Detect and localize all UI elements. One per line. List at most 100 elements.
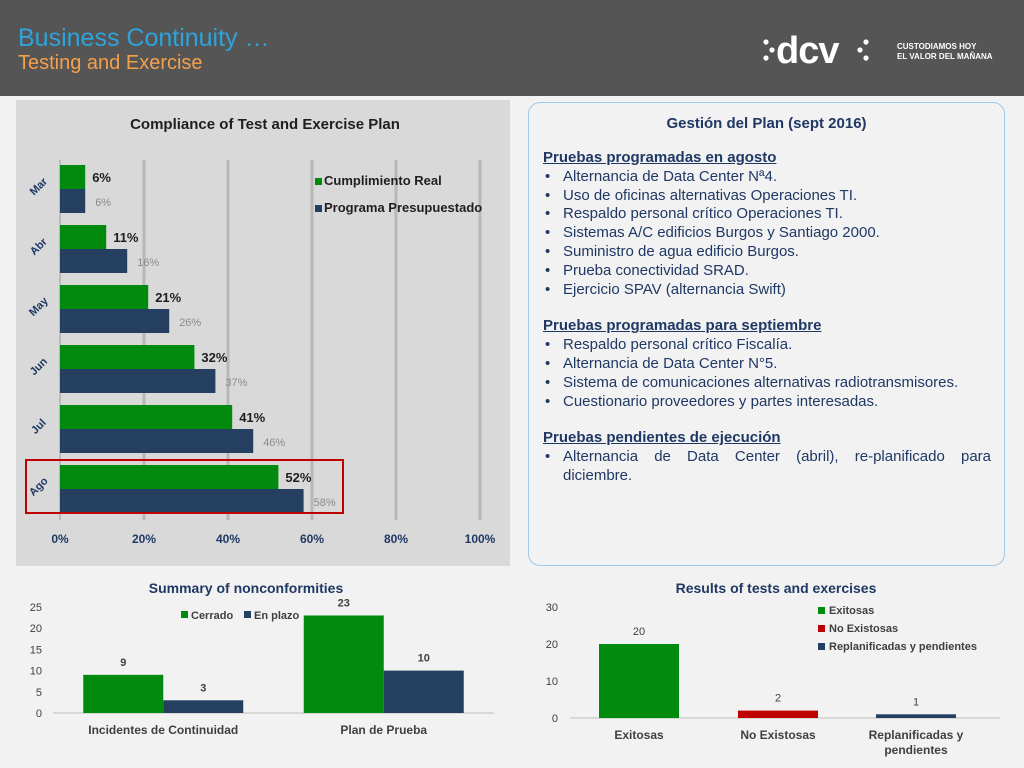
legend-label: Replanificadas y pendientes (829, 641, 977, 653)
y-tick-label: 30 (546, 602, 558, 614)
plan-bullet-item: Cuestionario proveedores y partes intere… (543, 393, 991, 412)
x-tick-label: 0% (51, 532, 69, 546)
logo-dot (863, 39, 869, 45)
data-label-presupuestado: 46% (263, 437, 285, 449)
y-tick-label: 5 (36, 687, 42, 699)
plan-bullet-item: Alternancia de Data Center (abril), re-p… (543, 448, 991, 486)
legend-swatch (315, 205, 322, 212)
x-category-label: Replanificadas y (869, 728, 964, 742)
plan-title: Gestión del Plan (sept 2016) (666, 115, 867, 132)
legend-swatch (818, 643, 825, 650)
dcv-logo: dcv (763, 30, 869, 72)
data-label-presupuestado: 37% (225, 377, 247, 389)
plan-section-heading: Pruebas programadas en agosto (543, 149, 777, 166)
x-tick-label: 100% (465, 532, 496, 546)
plan-bullet-item: Uso de oficinas alternativas Operaciones… (543, 187, 991, 206)
data-label: 1 (913, 696, 919, 708)
plan-bullet-item: Respaldo personal crítico Fiscalía. (543, 336, 991, 355)
logo-tagline: CUSTODIAMOS HOY EL VALOR DEL MAÑANA (897, 42, 993, 62)
y-tick-label: 20 (30, 623, 42, 635)
legend-swatch (315, 178, 322, 185)
legend-label: En plazo (254, 610, 300, 622)
bar-programa-presupuestado (60, 429, 254, 453)
bar-no-existosas (738, 710, 818, 718)
legend-label: Cerrado (191, 610, 233, 622)
chart-title: Results of tests and exercises (676, 580, 877, 596)
logo-dot (763, 55, 769, 61)
data-label-presupuestado: 16% (137, 257, 159, 269)
data-label: 23 (338, 597, 350, 609)
x-tick-label: 20% (132, 532, 156, 546)
logo-dot (763, 39, 769, 45)
bar-cumplimiento-real (60, 405, 233, 429)
x-category-label: Plan de Prueba (340, 723, 427, 737)
bar-programa-presupuestado (60, 309, 170, 333)
bar-en-plazo (383, 670, 464, 713)
plan-management-panel: Gestión del Plan (sept 2016) Pruebas pro… (528, 102, 1005, 566)
chart-title: Compliance of Test and Exercise Plan (130, 116, 400, 133)
data-label: 10 (418, 653, 430, 665)
data-label: 2 (775, 693, 781, 705)
bar-exitosas (599, 644, 679, 718)
data-label: 3 (200, 682, 206, 694)
chart-title: Summary of nonconformities (149, 580, 344, 596)
highlight-box (25, 459, 344, 514)
data-label-real: 32% (201, 350, 227, 365)
plan-bullet-item: Sistema de comunicaciones alternativas r… (543, 374, 991, 393)
bar-programa-presupuestado (60, 489, 304, 513)
bar-cerrado (83, 674, 164, 713)
plan-section-heading: Pruebas pendientes de ejecución (543, 429, 781, 447)
plan-bullet-item: Suministro de agua edificio Burgos. (543, 243, 991, 262)
plan-bullet-item: Ejercicio SPAV (alternancia Swift) (543, 281, 991, 300)
plan-body: Pruebas programadas en agosto Alternancia… (543, 149, 991, 486)
y-tick-label: 10 (30, 666, 42, 678)
bar-cumplimiento-real (60, 285, 149, 309)
data-label-real: 6% (92, 170, 111, 185)
logo-dot (857, 47, 863, 53)
plan-bullet-item: Alternancia de Data Center N°5. (543, 355, 991, 374)
x-category-label: Incidentes de Continuidad (88, 723, 238, 737)
page-subtitle: Testing and Exercise (18, 52, 203, 74)
bar-en-plazo (163, 700, 244, 713)
y-tick-label: 25 (30, 602, 42, 614)
data-label-presupuestado: 26% (179, 317, 201, 329)
data-label-real: 11% (113, 230, 139, 245)
y-tick-label: 0 (552, 713, 558, 725)
tagline-line-2: EL VALOR DEL MAÑANA (897, 52, 993, 61)
y-tick-label: 15 (30, 644, 42, 656)
bar-cumplimiento-real (60, 345, 195, 369)
legend-label: Programa Presupuestado (324, 200, 482, 215)
legend-swatch (181, 611, 188, 618)
data-label-real: 21% (155, 290, 181, 305)
y-tick-label: 0 (36, 708, 42, 720)
x-tick-label: 40% (216, 532, 240, 546)
header-bar: Business Continuity … Testing and Exerci… (0, 0, 1024, 96)
plan-bullet-item: Alternancia de Data Center Nª4. (543, 168, 991, 187)
data-label-presupuestado: 58% (314, 497, 336, 509)
plan-bullet-item: Prueba conectividad SRAD. (543, 262, 991, 281)
bar-cumplimiento-real (60, 165, 86, 189)
x-tick-label: 80% (384, 532, 408, 546)
y-tick-label: 20 (546, 639, 558, 651)
bar-programa-presupuestado (60, 249, 128, 273)
page-title: Business Continuity … (18, 24, 270, 52)
legend-swatch (818, 625, 825, 632)
tagline-line-1: CUSTODIAMOS HOY (897, 42, 977, 51)
bar-programa-presupuestado (60, 369, 216, 393)
legend-label: Cumplimiento Real (324, 173, 442, 188)
x-category-label: pendientes (884, 743, 948, 757)
logo-dot (769, 47, 775, 53)
data-label-presupuestado: 6% (95, 197, 111, 209)
data-label: 9 (120, 657, 126, 669)
x-category-label: Exitosas (614, 728, 664, 742)
logo-dot (863, 55, 869, 61)
bar-programa-presupuestado (60, 189, 86, 213)
bar-cumplimiento-real (60, 465, 279, 489)
x-tick-label: 60% (300, 532, 324, 546)
legend-label: Exitosas (829, 605, 874, 617)
data-label-real: 41% (239, 410, 265, 425)
legend-swatch (818, 607, 825, 614)
bar-cumplimiento-real (60, 225, 107, 249)
